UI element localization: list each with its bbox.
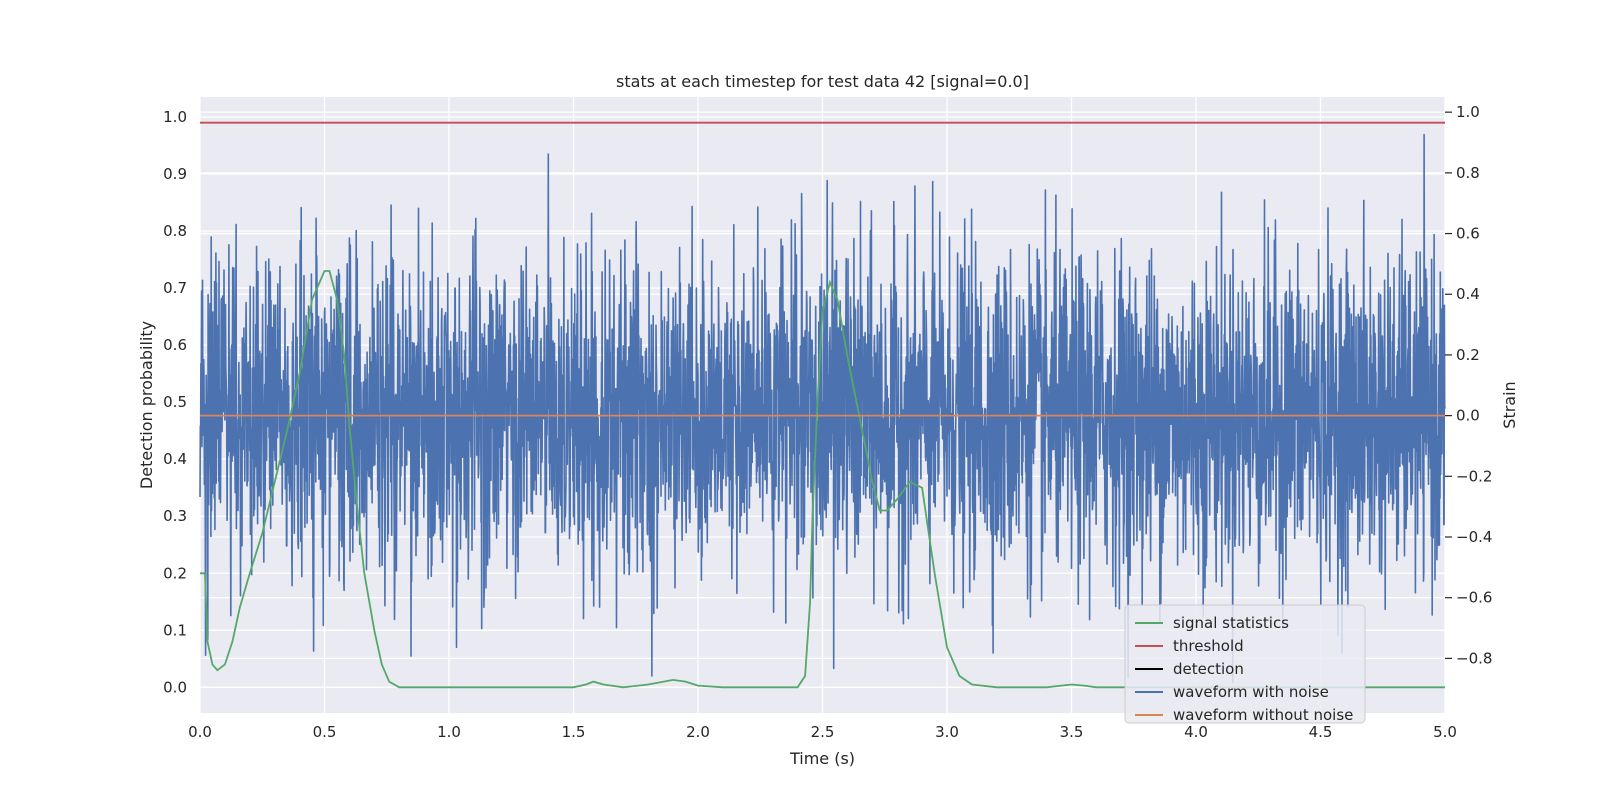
y-left-tick-label: 0.8 [163, 222, 187, 240]
x-tick-label: 4.0 [1184, 723, 1208, 741]
y-left-tick-label: 0.6 [163, 336, 187, 354]
y-right-tick-label: 1.0 [1456, 103, 1480, 121]
y-right-tick-label: 0.4 [1456, 285, 1480, 303]
waveform-with-noise-line [199, 133, 1446, 684]
y-right-tick-label: −0.4 [1456, 528, 1492, 546]
y-right-tick-label: 0.2 [1456, 346, 1480, 364]
x-tick-label: 4.5 [1309, 723, 1333, 741]
y-right-tick-label: 0.0 [1456, 407, 1480, 425]
series-lines [200, 121, 1445, 689]
y-left-tick-label: 0.9 [163, 165, 187, 183]
y-right-tick-label: −0.8 [1456, 649, 1492, 667]
y-left-tick-label: 1.0 [163, 108, 187, 126]
series-signal-statistics-line [200, 270, 1445, 689]
chart-title: stats at each timestep for test data 42 … [616, 72, 1029, 91]
y-right-tick-label: 0.8 [1456, 164, 1480, 182]
y-left-tick-label: 0.3 [163, 507, 187, 525]
y-left-tick-label: 0.0 [163, 678, 187, 696]
legend-label-threshold: threshold [1173, 637, 1244, 655]
y-axis-left-title: Detection probability [137, 321, 156, 489]
y-right-tick-label: 0.6 [1456, 225, 1480, 243]
x-axis-title: Time (s) [789, 749, 855, 768]
x-tick-label: 3.0 [935, 723, 959, 741]
y-left-tick-label: 0.1 [163, 621, 187, 639]
y-left-tick-label: 0.2 [163, 564, 187, 582]
legend-box [1124, 604, 1366, 724]
y-right-tick-label: −0.6 [1456, 589, 1492, 607]
x-tick-label: 0.5 [313, 723, 337, 741]
x-tick-label: 0.0 [188, 723, 212, 741]
x-tick-label: 1.5 [562, 723, 586, 741]
y-left-tick-label: 0.7 [163, 279, 187, 297]
legend-label-detection: detection [1173, 660, 1244, 678]
y-left-tick-label: 0.4 [163, 450, 187, 468]
ticks: 0.0 0.5 1.0 1.5 2.0 2.5 3.0 3.5 4.0 4.5 5.0 0.0 0.1 0… [163, 103, 1492, 741]
x-tick-label: 3.5 [1060, 723, 1084, 741]
x-tick-label: 5.0 [1433, 723, 1457, 741]
x-tick-label: 1.0 [437, 723, 461, 741]
y-right-tick-label: −0.2 [1456, 467, 1492, 485]
legend: signal statistics threshold detection wavef… [1124, 604, 1366, 724]
y-left-tick-label: 0.5 [163, 393, 187, 411]
y-axis-right-title: Strain [1500, 381, 1519, 428]
series-waveform-with-noise [199, 133, 1446, 684]
x-tick-label: 2.0 [686, 723, 710, 741]
legend-label-waveform-with-noise: waveform with noise [1173, 683, 1329, 701]
x-tick-label: 2.5 [811, 723, 835, 741]
legend-label-waveform-without-noise: waveform without noise [1173, 706, 1353, 724]
legend-label-signal-statistics: signal statistics [1173, 614, 1289, 632]
